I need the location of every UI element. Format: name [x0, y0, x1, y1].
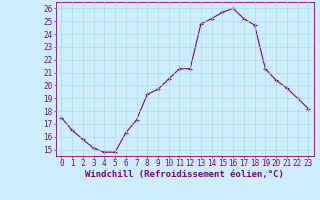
- X-axis label: Windchill (Refroidissement éolien,°C): Windchill (Refroidissement éolien,°C): [85, 170, 284, 179]
